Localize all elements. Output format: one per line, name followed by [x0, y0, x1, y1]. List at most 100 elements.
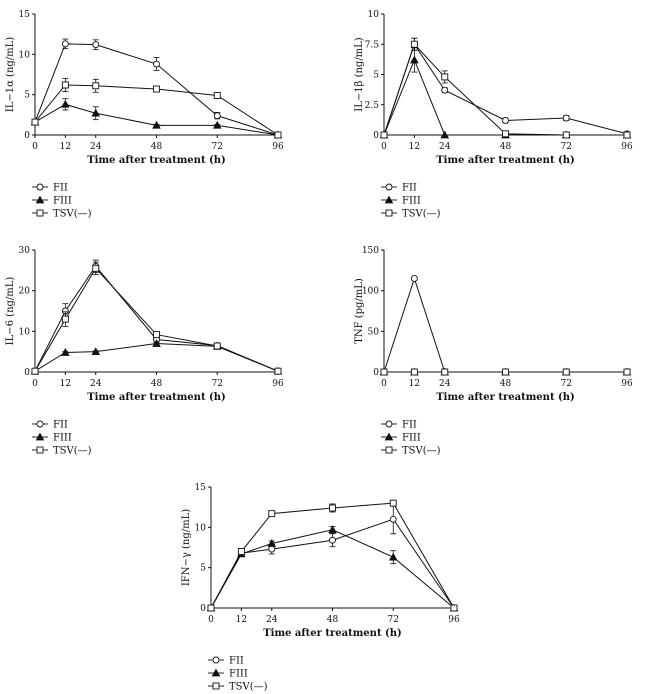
legend-label: TSV(—)	[53, 446, 92, 457]
series-line	[34, 103, 279, 136]
legend: FII FIII TSV(—)	[32, 420, 92, 457]
data-point	[91, 347, 101, 356]
data-point	[152, 120, 161, 129]
data-point	[213, 92, 221, 99]
legend-marker	[36, 446, 44, 454]
data-point	[380, 368, 388, 376]
data-point	[274, 131, 282, 139]
chart-panel-5: 0 12 24 48 72 96 0 5 10 15 Time after treatment (h…	[181, 483, 460, 693]
data-point	[213, 342, 221, 350]
y-tick-label: 15	[195, 483, 207, 493]
legend-marker	[36, 183, 44, 191]
data-point	[389, 515, 397, 523]
data-point	[92, 264, 100, 272]
legend-label: FIII	[402, 196, 421, 207]
data-point	[450, 604, 458, 612]
x-axis-label: Time after treatment (h)	[263, 628, 402, 639]
data-point	[268, 545, 276, 553]
legend-label: FII	[402, 420, 417, 431]
data-point	[441, 368, 449, 376]
data-point	[153, 60, 160, 68]
legend-marker	[36, 209, 44, 217]
series-line	[34, 265, 279, 372]
legend-marker	[385, 446, 393, 454]
y-axis-label: TNF (pg/mL)	[354, 278, 365, 344]
x-tick-label: 72	[212, 379, 223, 389]
x-axis-label: Time after treatment (h)	[436, 392, 575, 403]
x-tick-label: 12	[409, 379, 420, 389]
series-line	[210, 502, 455, 609]
data-point	[410, 40, 418, 48]
legend: FII FIII TSV(—)	[32, 183, 92, 220]
x-tick-label: 24	[439, 142, 451, 152]
x-axis-label: Time after treatment (h)	[87, 392, 226, 403]
data-point	[502, 117, 509, 124]
legend-marker	[212, 656, 220, 664]
legend-label: FIII	[402, 433, 421, 444]
y-tick-label: 30	[19, 246, 31, 256]
series-line	[34, 84, 279, 136]
data-point	[92, 82, 100, 90]
chart-panel-1: 0 12 24 48 72 96 0 5 10 15 Time after treatment (h…	[5, 10, 284, 220]
data-point	[61, 81, 69, 89]
y-tick-label: 7.5	[365, 40, 380, 50]
series-square-open	[31, 78, 282, 139]
legend-label: FIII	[53, 433, 72, 444]
data-point	[237, 548, 245, 555]
legend-marker	[212, 682, 220, 690]
data-point	[61, 40, 69, 48]
data-point	[329, 536, 336, 544]
data-point	[213, 112, 221, 120]
series-square-open	[380, 368, 631, 376]
y-tick-label: 0	[24, 131, 30, 141]
x-tick-label: 12	[60, 142, 71, 152]
data-point	[410, 55, 419, 64]
x-tick-label: 48	[500, 379, 512, 389]
data-point	[410, 368, 418, 376]
legend-marker	[385, 183, 393, 191]
x-tick-label: 12	[60, 379, 71, 389]
y-tick-label: 0	[200, 604, 206, 614]
legend: FII FIII TSV(—)	[381, 183, 441, 220]
y-axis-label: IL−1α (ng/mL)	[5, 37, 16, 112]
data-point	[562, 368, 570, 376]
x-tick-label: 0	[381, 379, 387, 389]
y-axis-label: IFN−γ (ng/mL)	[181, 509, 192, 586]
x-tick-label: 72	[561, 142, 572, 152]
x-tick-label: 24	[90, 379, 102, 389]
x-tick-label: 12	[236, 615, 247, 625]
chart-panel-2: 0 12 24 48 72 96 0 2.5 5 7.5 10 Time after treatmen…	[354, 10, 633, 220]
legend-marker	[384, 195, 394, 204]
x-axis-label: Time after treatment (h)	[436, 155, 575, 166]
legend-marker	[385, 209, 393, 217]
data-point	[388, 552, 398, 561]
data-point	[212, 120, 222, 129]
x-tick-label: 96	[621, 379, 633, 389]
data-point	[207, 604, 215, 612]
legend-label: TSV(—)	[402, 209, 441, 220]
legend-marker	[35, 432, 45, 441]
data-point	[562, 131, 570, 139]
series-line	[210, 529, 455, 609]
legend-label: TSV(—)	[53, 209, 92, 220]
data-point	[623, 368, 631, 376]
x-tick-label: 24	[439, 379, 451, 389]
data-point	[328, 525, 337, 534]
legend-marker	[385, 420, 393, 428]
data-point	[267, 539, 277, 547]
x-tick-label: 96	[272, 379, 284, 389]
data-point	[562, 114, 570, 122]
legend-marker	[211, 668, 221, 677]
legend-marker	[36, 420, 44, 428]
x-tick-label: 96	[448, 615, 460, 625]
y-tick-label: 50	[368, 327, 380, 337]
data-point	[31, 367, 39, 375]
series-circle-open	[380, 275, 631, 376]
y-tick-label: 15	[19, 10, 31, 20]
x-tick-label: 0	[32, 142, 38, 152]
data-point	[623, 131, 631, 139]
data-point	[441, 86, 449, 94]
chart-panel-3: 0 12 24 48 72 96 0 10 20 30 Time after treatment (…	[5, 246, 284, 457]
series-line	[383, 276, 627, 373]
